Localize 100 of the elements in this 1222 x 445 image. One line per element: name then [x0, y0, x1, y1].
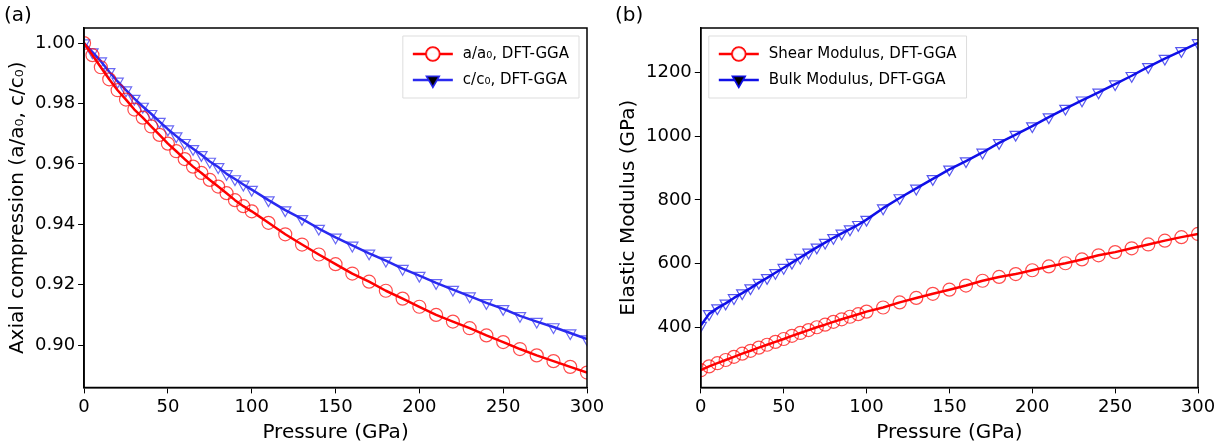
x-tick-label: 0	[78, 394, 90, 416]
point	[119, 86, 133, 98]
y-tick-label: 800	[657, 187, 692, 209]
point	[818, 317, 833, 332]
point	[547, 323, 560, 335]
x-tick-label: 300	[1180, 394, 1216, 416]
point	[361, 274, 377, 289]
point	[110, 83, 125, 98]
point	[752, 278, 766, 290]
point	[1108, 245, 1123, 260]
legend-label: c/c₀, DFT-GGA	[462, 69, 568, 88]
y-tick-label: 400	[657, 314, 692, 336]
point	[826, 314, 841, 329]
point	[876, 204, 890, 216]
point	[194, 165, 209, 181]
point	[445, 314, 460, 329]
point	[412, 299, 427, 314]
text: (a)	[4, 2, 32, 27]
point	[378, 283, 393, 298]
point	[329, 233, 342, 245]
point	[1009, 130, 1022, 142]
point	[909, 290, 924, 306]
x-tick-label: 200	[1015, 394, 1050, 416]
point	[220, 170, 233, 181]
point	[186, 144, 200, 156]
point	[727, 294, 741, 306]
point	[396, 264, 409, 276]
point	[395, 291, 410, 306]
point	[144, 119, 159, 134]
point	[942, 282, 957, 297]
point	[496, 305, 510, 316]
point	[842, 309, 858, 324]
point	[1025, 263, 1040, 278]
point	[793, 325, 808, 341]
point	[245, 185, 258, 197]
point	[785, 258, 799, 270]
point	[1141, 237, 1156, 252]
point	[195, 151, 208, 162]
point	[1008, 266, 1023, 282]
point	[1042, 113, 1056, 125]
point	[702, 310, 716, 321]
point	[178, 138, 191, 150]
point	[992, 139, 1006, 151]
point	[1026, 122, 1039, 134]
x-axis-title: Pressure (GPa)	[262, 419, 409, 444]
point	[227, 193, 243, 208]
point	[328, 257, 343, 272]
y-tick-label: 0.90	[35, 332, 76, 354]
point	[702, 359, 717, 374]
point	[801, 323, 816, 338]
point	[295, 215, 309, 226]
point	[261, 215, 276, 230]
point	[711, 304, 724, 316]
point	[93, 60, 108, 75]
x-tick-label: 0	[695, 394, 707, 416]
point	[910, 184, 923, 196]
point	[362, 249, 376, 261]
point	[530, 317, 543, 329]
y-axis-title: Axial compression (a/a₀, c/c₀)	[4, 61, 29, 355]
point	[128, 94, 141, 106]
point	[718, 352, 733, 368]
x-tick-label: 100	[234, 394, 269, 416]
point	[294, 237, 310, 252]
point	[136, 102, 149, 114]
point	[161, 125, 175, 137]
point	[1092, 88, 1105, 100]
point	[211, 163, 225, 175]
point	[1174, 230, 1189, 245]
point	[311, 247, 326, 262]
point	[851, 307, 866, 322]
point	[892, 295, 907, 310]
point	[170, 132, 183, 144]
point	[859, 304, 874, 319]
point	[834, 312, 849, 327]
point	[943, 165, 956, 177]
y-tick-label: 1.00	[35, 30, 76, 52]
point	[529, 348, 544, 363]
point	[1108, 80, 1122, 92]
point	[228, 175, 242, 187]
point	[1059, 104, 1072, 116]
point	[211, 179, 226, 194]
x-axis-title: Pressure (GPa)	[876, 419, 1023, 444]
point	[719, 299, 732, 311]
point	[760, 274, 774, 285]
point	[160, 136, 175, 151]
point	[237, 180, 250, 192]
point	[959, 157, 973, 169]
point	[177, 151, 192, 167]
point	[563, 359, 578, 374]
x-tick-label: 300	[569, 394, 605, 416]
point	[1075, 96, 1089, 108]
y-tick-label: 0.98	[35, 91, 76, 113]
point	[751, 340, 766, 355]
x-tick-label: 150	[932, 394, 967, 416]
point	[135, 110, 150, 125]
point	[975, 273, 990, 288]
point	[1157, 233, 1172, 248]
point	[852, 220, 865, 232]
point	[546, 354, 561, 369]
x-tick-label: 250	[1097, 394, 1133, 416]
